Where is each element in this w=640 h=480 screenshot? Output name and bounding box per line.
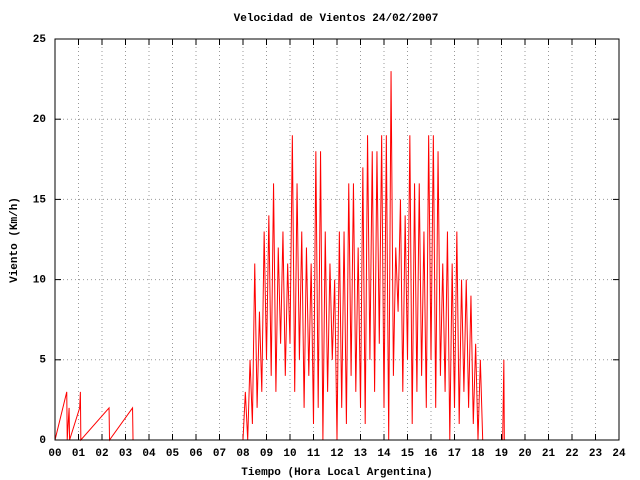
- x-tick-label: 21: [542, 448, 556, 460]
- wind-line: [54, 71, 505, 442]
- x-tick-label: 02: [95, 448, 108, 460]
- x-tick-label: 18: [471, 448, 485, 460]
- x-tick-label: 15: [401, 448, 415, 460]
- y-axis-label: Viento (Km/h): [9, 197, 21, 283]
- x-tick-label: 00: [48, 448, 61, 460]
- x-tick-label: 16: [424, 448, 437, 460]
- y-tick-label: 25: [33, 34, 47, 46]
- x-tick-label: 11: [307, 448, 321, 460]
- y-tick-label: 20: [33, 114, 46, 126]
- y-tick-label: 0: [39, 435, 46, 447]
- x-tick-label: 13: [354, 448, 368, 460]
- x-tick-label: 14: [377, 448, 391, 460]
- x-tick-label: 01: [72, 448, 86, 460]
- y-tick-label: 15: [33, 194, 47, 206]
- y-tick-label: 10: [33, 275, 46, 287]
- x-tick-label: 20: [518, 448, 531, 460]
- x-tick-label: 19: [495, 448, 508, 460]
- x-tick-label: 10: [283, 448, 296, 460]
- x-tick-label: 12: [330, 448, 343, 460]
- x-tick-label: 24: [612, 448, 626, 460]
- chart-title: Velocidad de Vientos 24/02/2007: [234, 13, 439, 25]
- x-tick-label: 06: [189, 448, 202, 460]
- x-tick-label: 22: [565, 448, 578, 460]
- x-tick-label: 04: [142, 448, 156, 460]
- x-tick-label: 09: [260, 448, 273, 460]
- plot-border: [54, 38, 620, 441]
- x-tick-label: 08: [236, 448, 250, 460]
- x-axis-label: Tiempo (Hora Local Argentina): [241, 467, 432, 479]
- x-tick-label: 17: [448, 448, 461, 460]
- x-tick-label: 07: [213, 448, 226, 460]
- x-tick-label: 03: [119, 448, 133, 460]
- x-tick-label: 05: [166, 448, 180, 460]
- y-tick-label: 5: [39, 355, 46, 367]
- x-tick-label: 23: [589, 448, 603, 460]
